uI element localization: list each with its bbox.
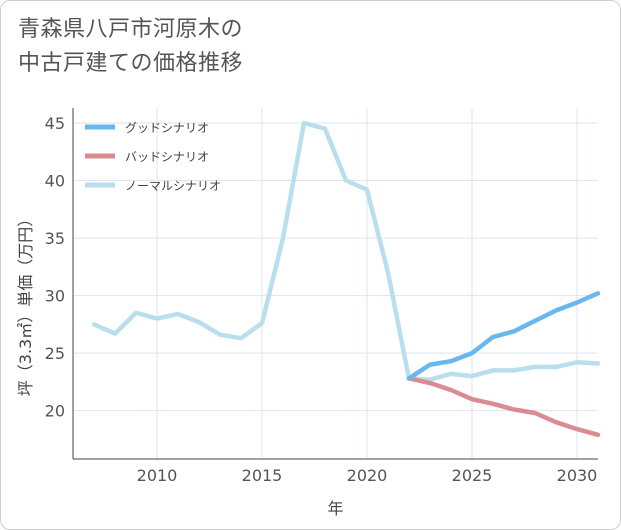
- y-tick-label: 40: [45, 172, 65, 191]
- x-tick-label: 2010: [137, 466, 178, 485]
- legend-label-2: バッドシナリオ: [125, 150, 209, 164]
- y-tick-label: 35: [45, 229, 65, 248]
- x-tick-label: 2030: [557, 466, 598, 485]
- x-tick-label: 2020: [347, 466, 388, 485]
- page-title: 青森県八戸市河原木の 中古戸建ての価格推移: [18, 13, 243, 81]
- y-tick-label: 30: [45, 287, 65, 306]
- y-tick-label: 20: [45, 402, 65, 421]
- title-line-2: 中古戸建ての価格推移: [18, 51, 244, 76]
- x-tick-label: 2015: [242, 466, 283, 485]
- x-axis-title: 年: [327, 499, 343, 518]
- series-line-3: [91, 120, 601, 382]
- series-line-2: [406, 376, 601, 438]
- y-tick-label: 25: [45, 344, 65, 363]
- plot-area: [73, 108, 598, 459]
- legend-label-3: ノーマルシナリオ: [125, 179, 221, 193]
- x-tick-label: 2025: [452, 466, 493, 485]
- series-line-1: [406, 291, 601, 381]
- y-axis-title: 坪（3.3㎡）単価（万円）: [16, 211, 35, 396]
- title-line-1: 青森県八戸市河原木の: [18, 17, 244, 42]
- y-tick-label: 45: [45, 114, 65, 133]
- legend-label-1: グッドシナリオ: [125, 121, 209, 135]
